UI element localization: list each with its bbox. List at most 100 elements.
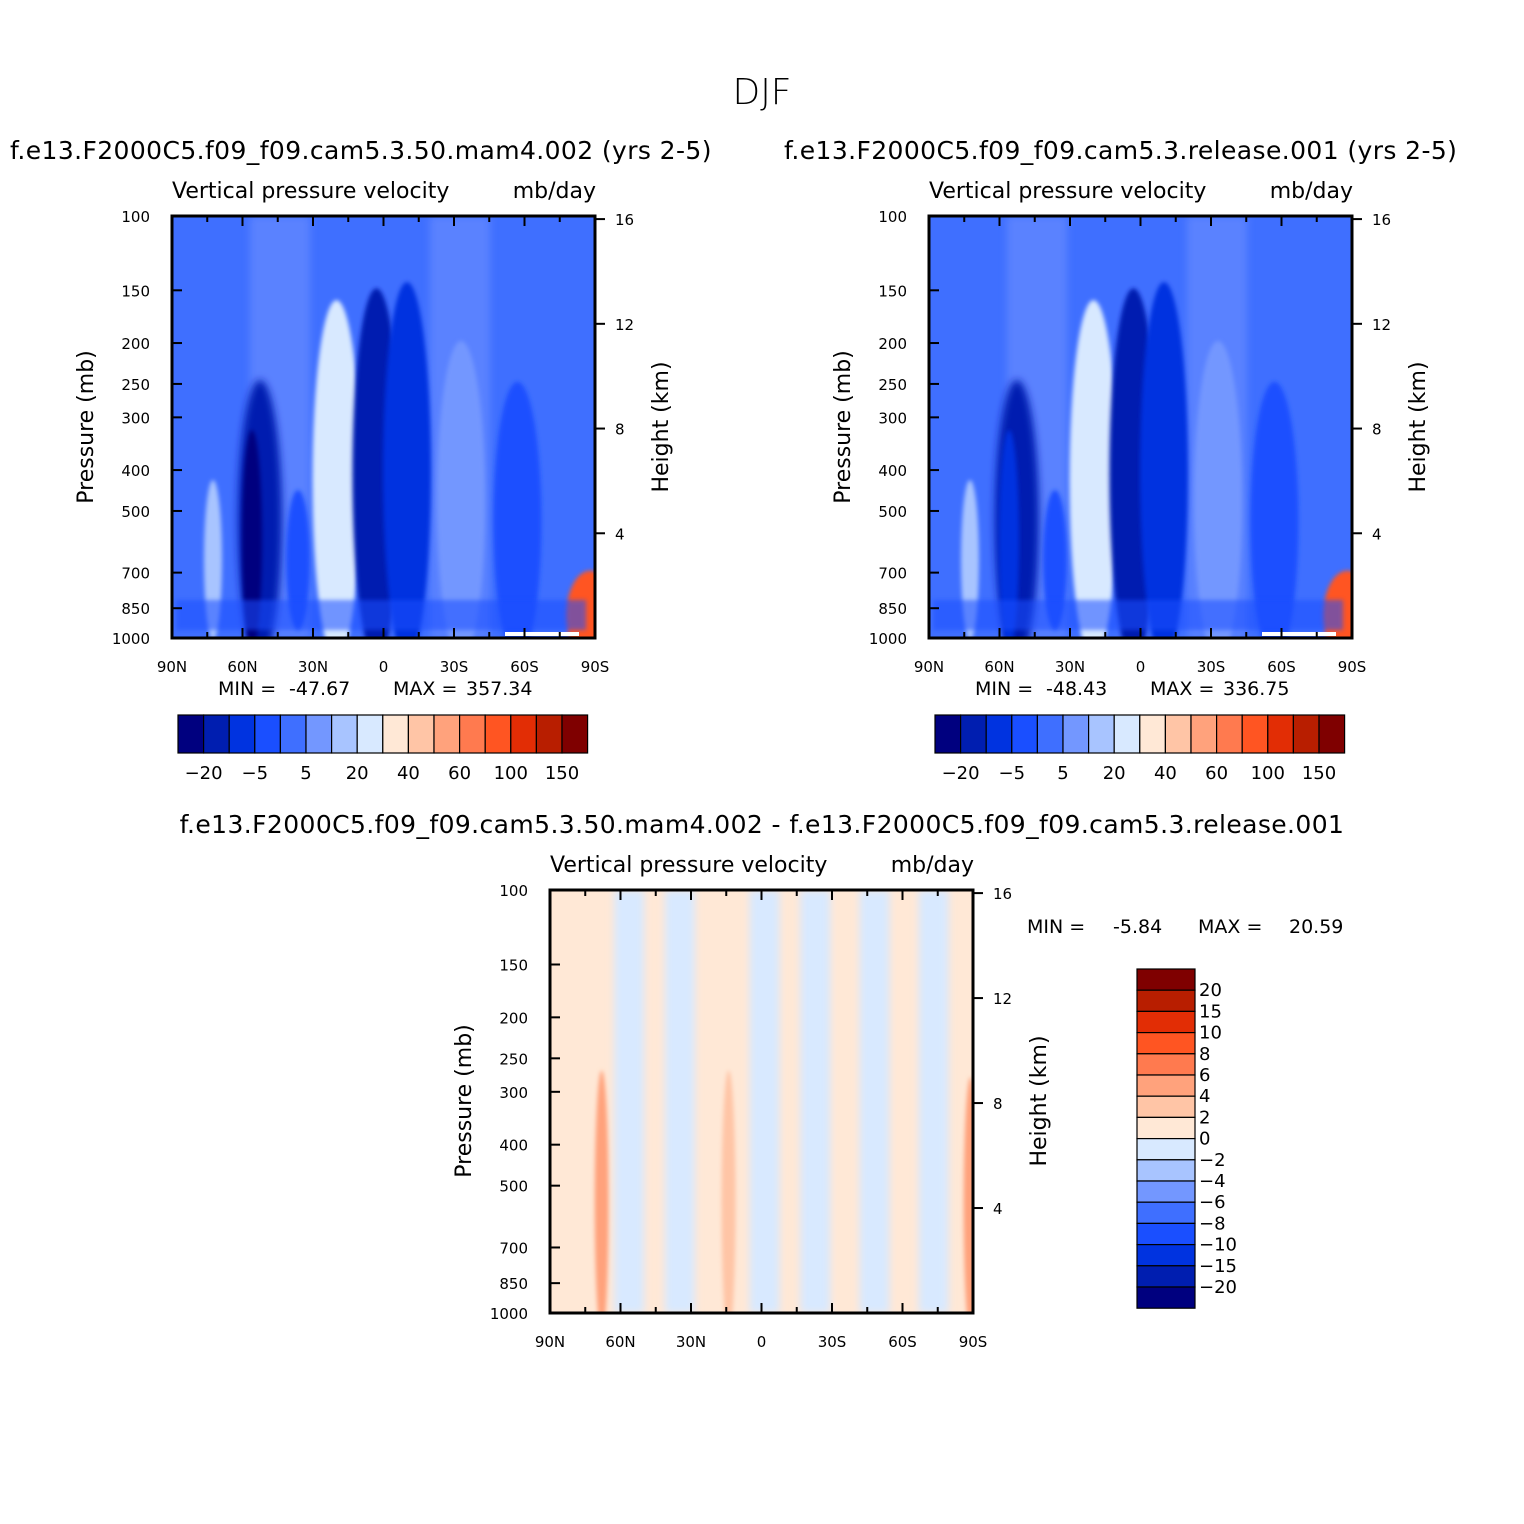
right-legend-swatch bbox=[1011, 714, 1038, 754]
left-panel: 90N 60N 30N 0 30S 60S 90S 100 150 200 250 300 400 500… bbox=[74, 179, 674, 784]
left-x-tick-label: 90S bbox=[581, 658, 610, 676]
difference-y-tick-label: 500 bbox=[499, 1178, 528, 1196]
difference-field-shade bbox=[614, 890, 645, 1313]
difference-legend-swatch bbox=[1136, 1201, 1196, 1224]
right-legend-swatch bbox=[1292, 714, 1320, 754]
left-legend-label: −5 bbox=[242, 763, 269, 784]
right-x-tick-label: 60S bbox=[1267, 658, 1296, 676]
right-legend-swatch bbox=[1062, 714, 1090, 754]
left-max-label: MAX = bbox=[393, 678, 457, 700]
right-legend-label: 100 bbox=[1251, 763, 1285, 784]
difference-contour-feature bbox=[963, 1077, 973, 1313]
left-y-tick-label: 850 bbox=[121, 600, 150, 618]
right-legend-swatch bbox=[985, 714, 1013, 754]
difference-y2-tick-label: 16 bbox=[993, 885, 1012, 903]
difference-contour-field bbox=[550, 890, 973, 1313]
right-legend-swatch bbox=[1087, 714, 1115, 754]
difference-legend-swatch bbox=[1136, 1159, 1196, 1182]
left-legend-swatch bbox=[279, 714, 307, 754]
difference-y-tick-label: 300 bbox=[499, 1084, 528, 1102]
left-x-tick-label: 0 bbox=[379, 658, 389, 676]
right-panel-run-title: f.e13.F2000C5.f09_f09.cam5.3.release.001… bbox=[784, 136, 1458, 165]
left-legend-label: 40 bbox=[397, 763, 420, 784]
right-x-tick-label: 0 bbox=[1136, 658, 1146, 676]
difference-legend-swatch bbox=[1136, 1116, 1196, 1140]
difference-y2-tick-label: 8 bbox=[993, 1095, 1003, 1113]
difference-legend-swatch bbox=[1136, 1243, 1196, 1267]
right-features bbox=[1069, 282, 1352, 638]
difference-legend-label: −10 bbox=[1199, 1235, 1237, 1256]
right-legend-swatch bbox=[934, 714, 962, 754]
left-field-shade bbox=[286, 490, 310, 630]
right-legend-label: 60 bbox=[1205, 763, 1228, 784]
left-y-tick-label: 1000 bbox=[112, 630, 150, 648]
difference-field-shade bbox=[859, 890, 890, 1313]
difference-legend-swatch bbox=[1136, 1180, 1196, 1203]
difference-x-tick-label: 30S bbox=[818, 1333, 847, 1351]
figure-title: DJF bbox=[732, 72, 792, 113]
right-contour-feature bbox=[1250, 381, 1299, 638]
right-legend-swatch bbox=[1215, 714, 1243, 754]
difference-x-tick-label: 30N bbox=[676, 1333, 706, 1351]
left-y2-axis-label: Height (km) bbox=[649, 361, 674, 492]
right-x-tick-label: 60N bbox=[984, 658, 1014, 676]
left-legend-swatch bbox=[510, 714, 537, 754]
left-min-label: MIN = bbox=[218, 678, 276, 700]
right-field-shade bbox=[999, 430, 1019, 638]
difference-field-shade bbox=[918, 890, 949, 1313]
right-y-tick-label: 500 bbox=[878, 503, 907, 521]
left-legend-label: 150 bbox=[545, 763, 579, 784]
difference-y-tick-label: 850 bbox=[499, 1275, 528, 1293]
left-legend-label: 20 bbox=[346, 763, 369, 784]
difference-legend-label: 6 bbox=[1199, 1065, 1210, 1086]
left-legend-swatch bbox=[382, 714, 409, 754]
difference-legend-label: 0 bbox=[1199, 1129, 1210, 1150]
left-legend-label: −20 bbox=[185, 763, 223, 784]
right-legend-swatch bbox=[959, 714, 987, 754]
right-legend-label: 20 bbox=[1103, 763, 1126, 784]
right-x-tick-label: 30S bbox=[1197, 658, 1226, 676]
difference-min-label: MIN = bbox=[1027, 916, 1085, 938]
difference-x-tick-label: 60N bbox=[605, 1333, 635, 1351]
left-legend-label: 100 bbox=[494, 763, 528, 784]
right-legend: −20 −5 5 20 40 60 100 150 bbox=[934, 714, 1346, 784]
left-field-shade bbox=[176, 600, 586, 630]
difference-legend-label: 20 bbox=[1199, 980, 1222, 1001]
difference-variable-label: Vertical pressure velocity bbox=[550, 853, 827, 878]
difference-legend-swatch bbox=[1136, 1286, 1196, 1309]
right-y-tick-label: 200 bbox=[878, 335, 907, 353]
left-x-tick-label: 60N bbox=[227, 658, 257, 676]
left-y-tick-label: 100 bbox=[121, 208, 150, 226]
left-y2-tick-label: 16 bbox=[615, 211, 634, 229]
left-panel-run-title: f.e13.F2000C5.f09_f09.cam5.3.50.mam4.002… bbox=[10, 136, 712, 165]
right-legend-swatch bbox=[1190, 714, 1218, 754]
difference-y-tick-label: 200 bbox=[499, 1009, 528, 1027]
right-legend-label: 5 bbox=[1057, 763, 1068, 784]
difference-legend-swatch bbox=[1136, 1053, 1196, 1076]
difference-y-tick-label: 700 bbox=[499, 1239, 528, 1257]
difference-max-label: MAX = bbox=[1198, 916, 1262, 938]
difference-y-tick-label: 400 bbox=[499, 1137, 528, 1155]
left-y-tick-label: 150 bbox=[121, 282, 150, 300]
left-features bbox=[312, 282, 595, 638]
right-contour-feature bbox=[1069, 300, 1118, 638]
difference-legend-label: −20 bbox=[1199, 1277, 1237, 1298]
right-y2-tick-label: 16 bbox=[1372, 211, 1391, 229]
difference-y2-tick-label: 12 bbox=[993, 990, 1012, 1008]
difference-y-axis-label: Pressure (mb) bbox=[452, 1024, 477, 1178]
difference-contour-feature bbox=[721, 1070, 736, 1313]
difference-legend-swatch bbox=[1136, 989, 1196, 1013]
right-y-tick-label: 700 bbox=[878, 565, 907, 583]
right-min-value: -48.43 bbox=[1046, 678, 1107, 700]
right-max-label: MAX = bbox=[1150, 678, 1214, 700]
left-legend-swatch bbox=[356, 714, 384, 754]
difference-legend-label: −6 bbox=[1199, 1192, 1226, 1213]
left-units-label: mb/day bbox=[513, 179, 596, 204]
right-variable-label: Vertical pressure velocity bbox=[929, 179, 1206, 204]
left-contour-feature bbox=[437, 341, 486, 638]
difference-legend-swatch bbox=[1136, 1265, 1196, 1288]
difference-panel-title: f.e13.F2000C5.f09_f09.cam5.3.50.mam4.002… bbox=[179, 810, 1345, 839]
left-y2-tick-label: 8 bbox=[615, 421, 625, 439]
difference-min-value: -5.84 bbox=[1113, 916, 1162, 938]
